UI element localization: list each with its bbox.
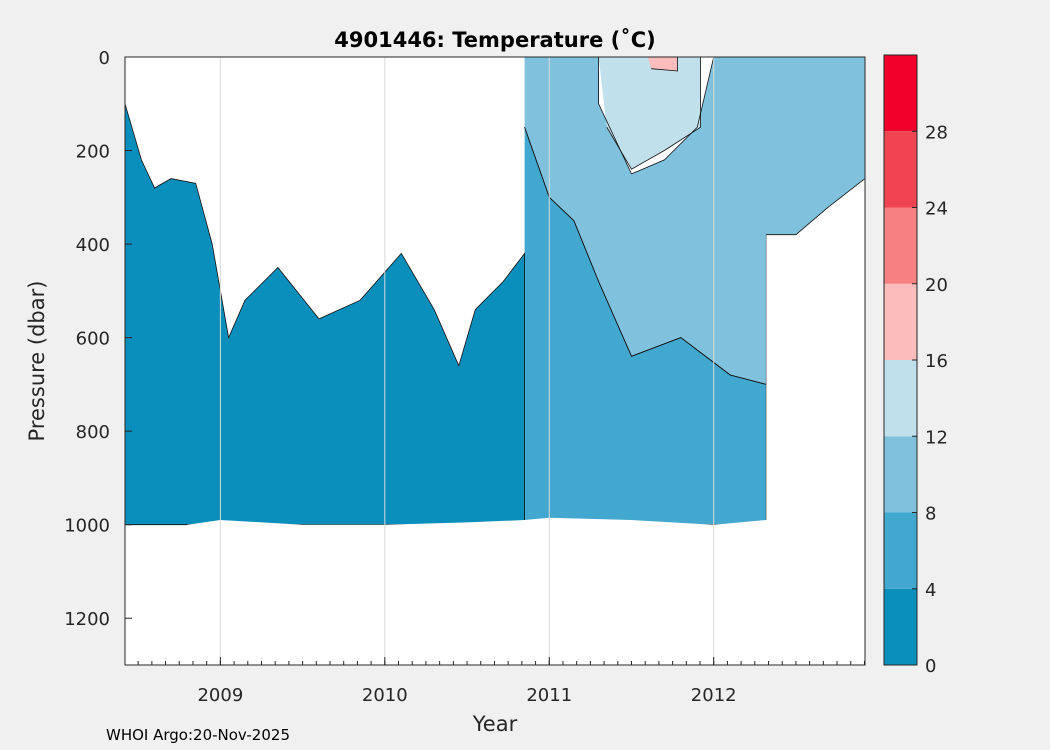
x-axis-label: Year: [472, 712, 518, 736]
colorbar-band: [884, 207, 917, 284]
y-tick-label: 600: [76, 329, 110, 350]
contour-lines: [124, 56, 866, 526]
y-tick-label: 1200: [64, 609, 110, 630]
y-tick-label: 1000: [64, 516, 110, 537]
chart-title: 4901446: Temperature (˚C): [334, 28, 655, 52]
y-tick-label: 0: [99, 48, 110, 69]
region-16-20: [647, 57, 678, 71]
region-8-12: [524, 57, 865, 385]
colorbar-band: [884, 55, 917, 132]
colorbar-band: [884, 360, 917, 437]
colorbar-tick-label: 12: [925, 427, 948, 448]
colorbar-band: [884, 588, 917, 665]
x-tick-label: 2010: [362, 685, 408, 706]
colorbar-band: [884, 512, 917, 589]
y-axis-label: Pressure (dbar): [25, 281, 49, 442]
colorbar: 0 4 8 12 16 20 24 28: [883, 54, 948, 677]
colorbar-tick-label: 20: [925, 275, 948, 296]
contour-line: [124, 103, 525, 526]
profile-bottom-mask: [125, 178, 865, 665]
no-data-area: [125, 178, 865, 665]
colorbar-band: [884, 131, 917, 208]
colorbar-tick-label: 16: [925, 351, 948, 372]
colorbar-band: [884, 283, 917, 360]
y-tick-label: 400: [76, 235, 110, 256]
region-4-8: [524, 127, 767, 525]
x-axis: 2009 2010 2011 2012: [137, 657, 865, 706]
colorbar-tick-label: 8: [925, 504, 936, 525]
contour-line: [524, 56, 866, 385]
colorbar-tick-label: 28: [925, 122, 948, 143]
region-0-4: [125, 103, 525, 525]
temperature-regions: [125, 57, 865, 525]
plot-frame: [124, 56, 866, 666]
region-12-16: [598, 57, 701, 170]
colorbar-band: [884, 436, 917, 513]
colorbar-tick-label: 24: [925, 199, 948, 220]
x-tick-label: 2011: [526, 685, 572, 706]
x-tick-label: 2012: [691, 685, 737, 706]
grid-lines: [219, 57, 715, 665]
y-tick-label: 800: [76, 422, 110, 443]
colorbar-tick-label: 4: [925, 580, 936, 601]
x-tick-label: 2009: [197, 685, 243, 706]
y-tick-label: 200: [76, 142, 110, 163]
y-axis: 0 200 400 600 800 1000 1200: [64, 48, 132, 630]
plot-area: [124, 56, 866, 666]
colorbar-tick-label: 0: [925, 656, 936, 677]
footer-annotation: WHOI Argo:20-Nov-2025: [106, 726, 290, 744]
